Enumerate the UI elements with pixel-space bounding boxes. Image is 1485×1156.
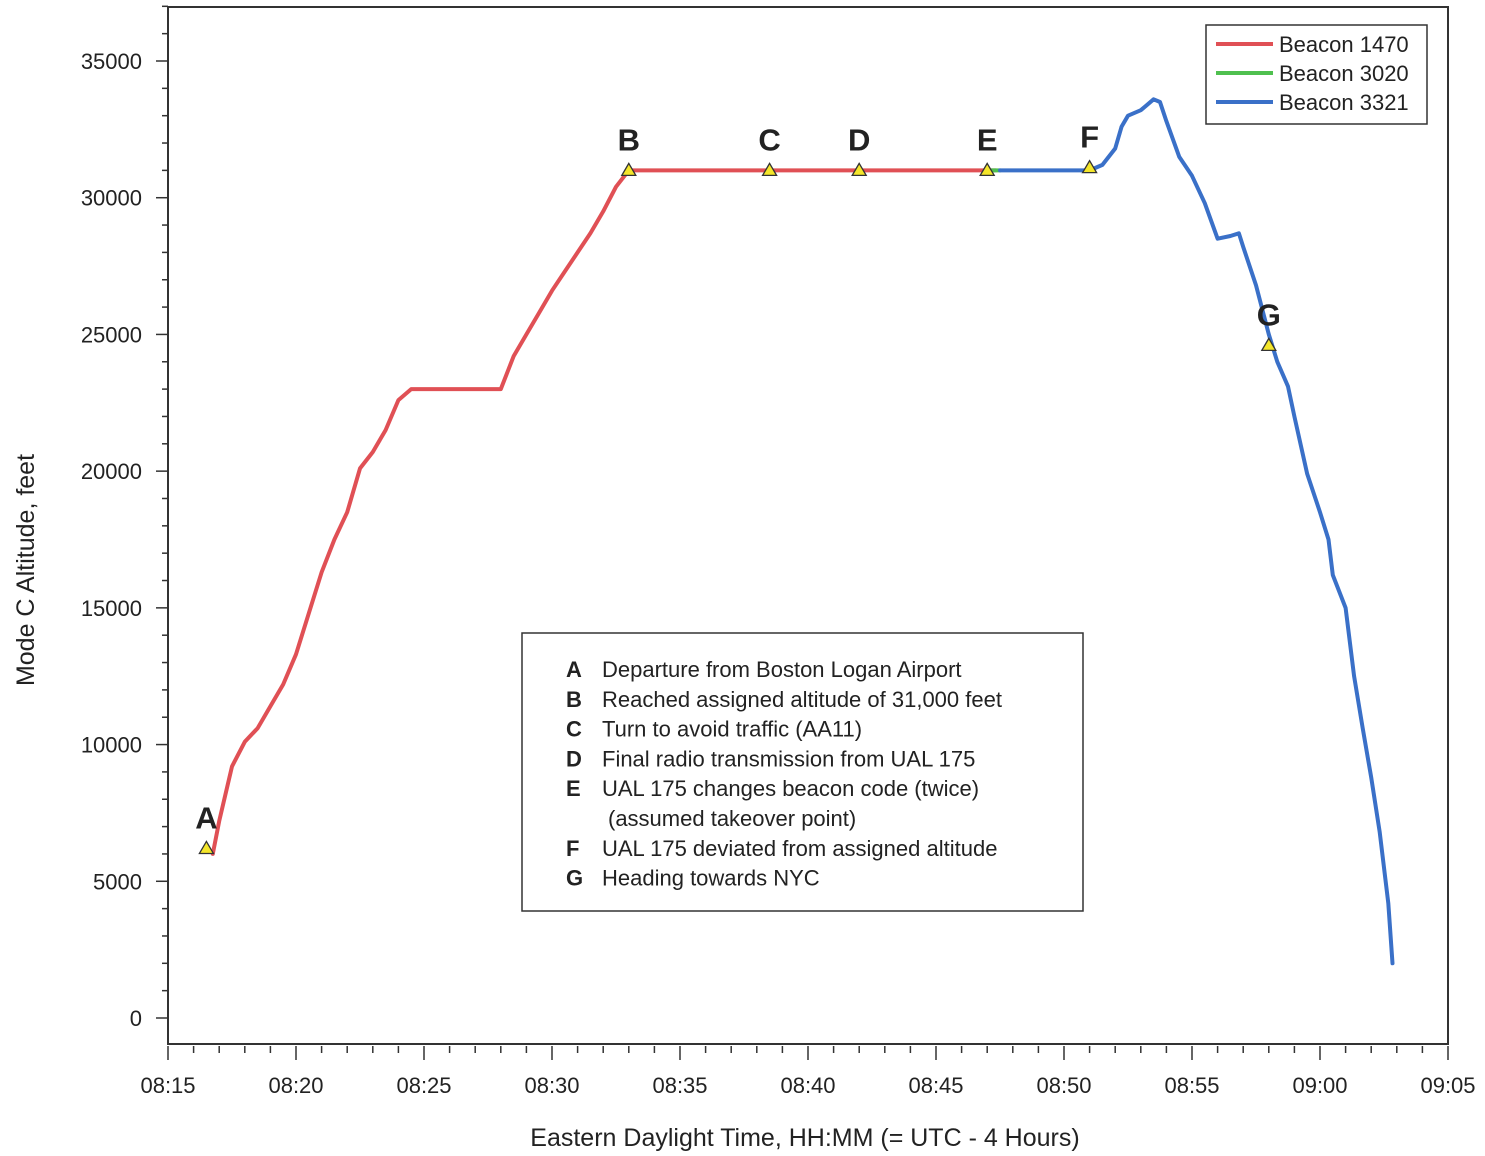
annotation-text: UAL 175 deviated from assigned altitude [602,836,997,861]
x-tick-label: 08:55 [1164,1073,1219,1098]
marker-triangle-c [761,162,778,177]
series-line-beacon-1470 [210,168,998,856]
x-axis-ticks: 08:15 08:20 08:25 08:30 08:35 08:40 08:45 08:50… [140,1046,1476,1098]
marker-label-a: A [195,800,217,835]
annotation-letter: C [566,717,582,742]
annotation-text: UAL 175 changes beacon code (twice) [602,776,979,801]
annotation-letter: A [566,657,582,682]
annotation-text: Heading towards NYC [602,866,820,891]
x-tick-label: 09:00 [1292,1073,1347,1098]
annotation-text: Turn to avoid traffic (AA11) [602,717,862,742]
legend-entry: Beacon 3020 [1279,61,1409,86]
y-tick-label: 25000 [81,322,142,347]
marker-label-f: F [1080,120,1099,155]
series-line-beacon-3321 [998,97,1395,966]
y-tick-label: 5000 [93,869,142,894]
marker-triangle-e [979,162,996,177]
annotation-letter: B [566,687,582,712]
x-tick-label: 09:05 [1420,1073,1475,1098]
y-tick-label: 15000 [81,596,142,621]
marker-label-g: G [1257,297,1281,332]
x-tick-label: 08:25 [396,1073,451,1098]
x-tick-label: 08:30 [524,1073,579,1098]
marker-label-d: D [848,122,870,157]
annotation-box: A Departure from Boston Logan Airport B Rea… [521,632,1084,912]
legend: Beacon 1470 Beacon 3020 Beacon 3321 [1205,24,1428,125]
annotation-letter: F [566,836,579,861]
marker-triangle-g [1260,337,1277,352]
y-axis-ticks: 0 5000 10000 15000 20000 25000 30000 35000 [81,5,168,1031]
marker-triangle-d [851,162,868,177]
x-axis-label: Eastern Daylight Time, HH:MM (= UTC - 4 … [530,1124,1079,1152]
annotation-letter: E [566,776,581,801]
marker-layer: AB C D E FG [195,120,1281,855]
legend-entry: Beacon 1470 [1279,32,1409,57]
y-tick-label: 10000 [81,733,142,758]
marker-label-e: E [977,122,998,157]
x-tick-label: 08:40 [780,1073,835,1098]
marker-triangle-a [198,840,215,855]
marker-label-c: C [758,122,780,157]
annotation-text: Departure from Boston Logan Airport [602,657,962,682]
marker-label-b: B [618,122,640,157]
marker-triangle-b [620,162,637,177]
x-tick-label: 08:50 [1036,1073,1091,1098]
annotation-letter: G [566,866,583,891]
x-tick-label: 08:35 [652,1073,707,1098]
series-layer [210,97,1395,966]
annotation-letter: D [566,746,582,771]
legend-entry: Beacon 3321 [1279,90,1409,115]
x-tick-label: 08:20 [268,1073,323,1098]
annotation-text: Final radio transmission from UAL 175 [602,746,975,771]
y-tick-label: 35000 [81,49,142,74]
y-tick-label: 30000 [81,186,142,211]
x-tick-label: 08:45 [908,1073,963,1098]
annotation-text: Reached assigned altitude of 31,000 feet [602,687,1002,712]
y-tick-label: 20000 [81,459,142,484]
annotation-text: (assumed takeover point) [608,806,856,831]
x-tick-label: 08:15 [140,1073,195,1098]
annotation-box-border [521,632,1084,912]
y-axis-label: Mode C Altitude, feet [12,454,40,686]
marker-triangle-f [1081,159,1098,174]
y-tick-label: 0 [130,1006,142,1031]
